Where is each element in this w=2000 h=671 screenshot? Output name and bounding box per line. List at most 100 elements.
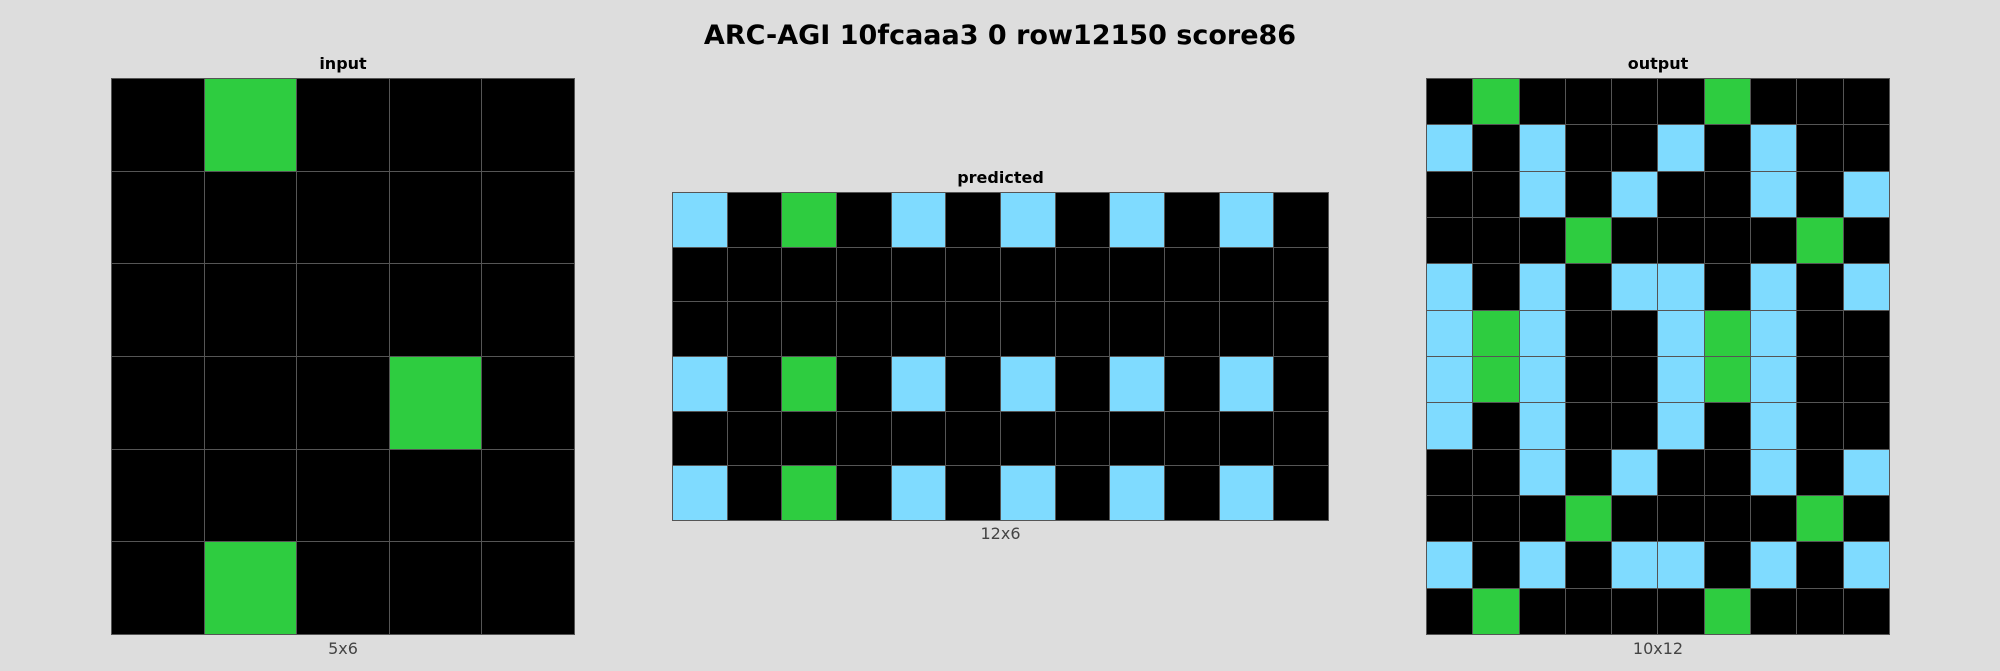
output-cell: [1797, 125, 1843, 171]
input-cell: [112, 449, 204, 542]
input-dims: 5x6: [328, 639, 358, 658]
output-cell: [1797, 310, 1843, 356]
output-cell: [1612, 125, 1658, 171]
predicted-cell: [1219, 466, 1274, 520]
output-cell: [1658, 449, 1704, 495]
input-cell: [297, 356, 389, 449]
output-cell: [1519, 217, 1565, 264]
output-cell: [1565, 125, 1612, 171]
input-cell: [389, 264, 482, 356]
predicted-cell: [837, 302, 891, 356]
output-cell: [1704, 264, 1751, 310]
output-cell: [1843, 125, 1889, 171]
output-cell: [1658, 264, 1704, 310]
predicted-cell: [673, 302, 727, 356]
predicted-cell: [1274, 411, 1328, 466]
input-cell: [204, 264, 297, 356]
output-cell: [1612, 264, 1658, 310]
predicted-cell: [1274, 302, 1328, 356]
output-cell: [1427, 310, 1473, 356]
output-cell: [1751, 217, 1797, 264]
output-cell: [1843, 588, 1889, 634]
output-cell: [1612, 217, 1658, 264]
output-cell: [1751, 264, 1797, 310]
output-cell: [1612, 495, 1658, 542]
output-cell: [1519, 125, 1565, 171]
output-cell: [1612, 542, 1658, 588]
input-cell: [204, 449, 297, 542]
predicted-cell: [1165, 466, 1219, 520]
output-cell: [1843, 171, 1889, 217]
predicted-cell: [946, 466, 1000, 520]
predicted-cell: [1001, 466, 1055, 520]
predicted-label: predicted: [957, 168, 1044, 187]
predicted-cell: [946, 193, 1000, 247]
output-cell: [1658, 588, 1704, 634]
input-cell: [389, 79, 482, 171]
predicted-cell: [891, 466, 946, 520]
output-cell: [1473, 588, 1519, 634]
output-cell: [1427, 403, 1473, 449]
input-cell: [204, 79, 297, 171]
output-cell: [1427, 542, 1473, 588]
input-cell: [482, 542, 574, 634]
input-cell: [112, 356, 204, 449]
output-cell: [1751, 588, 1797, 634]
input-cell: [389, 449, 482, 542]
predicted-cell: [1055, 357, 1110, 411]
predicted-cell: [1219, 302, 1274, 356]
output-cell: [1658, 217, 1704, 264]
predicted-cell: [1055, 466, 1110, 520]
output-cell: [1797, 449, 1843, 495]
output-cell: [1565, 79, 1612, 125]
predicted-cell: [1219, 411, 1274, 466]
output-cell: [1473, 171, 1519, 217]
input-cell: [482, 171, 574, 264]
output-cell: [1612, 171, 1658, 217]
predicted-cell: [1001, 193, 1055, 247]
output-cell: [1612, 403, 1658, 449]
predicted-cell: [727, 357, 782, 411]
predicted-cell: [837, 466, 891, 520]
input-cell: [482, 79, 574, 171]
predicted-cell: [1165, 193, 1219, 247]
output-cell: [1519, 495, 1565, 542]
input-cell: [482, 356, 574, 449]
output-cell: [1843, 264, 1889, 310]
predicted-cell: [782, 247, 836, 302]
output-cell: [1427, 264, 1473, 310]
page-title: ARC-AGI 10fcaaa3 0 row12150 score86: [703, 20, 1297, 51]
input-cell: [389, 542, 482, 634]
predicted-cell: [891, 357, 946, 411]
predicted-cell: [782, 466, 836, 520]
output-cell: [1427, 588, 1473, 634]
predicted-cell: [1001, 357, 1055, 411]
output-cell: [1658, 125, 1704, 171]
output-cell: [1797, 171, 1843, 217]
output-cell: [1565, 542, 1612, 588]
output-cell: [1473, 217, 1519, 264]
input-cell: [482, 264, 574, 356]
output-cell: [1658, 403, 1704, 449]
predicted-cell: [946, 357, 1000, 411]
output-cell: [1427, 356, 1473, 403]
predicted-cell: [891, 411, 946, 466]
predicted-cell: [1110, 302, 1164, 356]
output-cell: [1519, 588, 1565, 634]
predicted-cell: [1001, 302, 1055, 356]
output-cell: [1704, 588, 1751, 634]
output-cell: [1797, 79, 1843, 125]
output-cell: [1704, 125, 1751, 171]
output-cell: [1612, 449, 1658, 495]
output-cell: [1473, 495, 1519, 542]
predicted-cell: [727, 193, 782, 247]
output-cell: [1473, 125, 1519, 171]
output-cell: [1565, 403, 1612, 449]
output-cell: [1427, 217, 1473, 264]
output-cell: [1843, 542, 1889, 588]
predicted-cell: [1055, 411, 1110, 466]
output-cell: [1704, 310, 1751, 356]
output-cell: [1565, 495, 1612, 542]
output-cell: [1519, 403, 1565, 449]
output-cell: [1612, 588, 1658, 634]
